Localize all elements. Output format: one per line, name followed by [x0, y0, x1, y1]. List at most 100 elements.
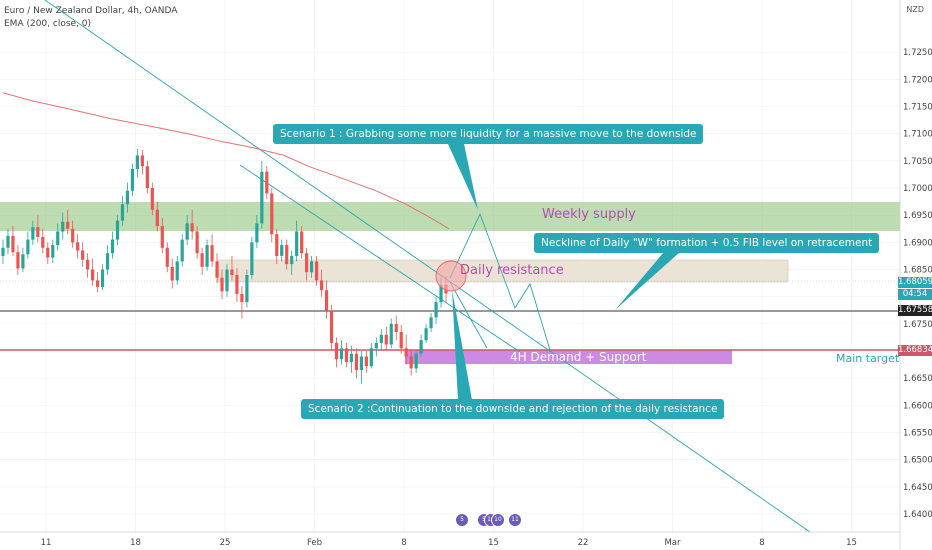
candle-body [56, 231, 60, 246]
candle-body [300, 231, 304, 254]
level-tag-2: 1.66834 [898, 345, 932, 356]
candle-body [250, 242, 254, 275]
y-tick-label: 1.65000 [903, 456, 932, 466]
x-tick-label: 25 [220, 538, 231, 548]
candle-body [434, 302, 438, 318]
candle-body [165, 247, 169, 267]
candle-body [51, 245, 55, 258]
candle-body [195, 231, 199, 254]
y-tick-label: 1.66500 [903, 374, 932, 384]
candle-body [424, 328, 428, 341]
x-tick-label: 18 [130, 538, 141, 548]
y-tick-label: 1.71500 [903, 103, 932, 113]
candle-body [295, 231, 299, 256]
candle-body [36, 227, 40, 237]
indicator-legend: EMA (200, close, 0) [4, 19, 92, 29]
candle-body [81, 250, 85, 260]
candle-body [329, 310, 334, 343]
candle-body [76, 242, 80, 251]
trendline-1 [44, 0, 811, 533]
rejection-circle-marker [435, 260, 467, 292]
candle-body [125, 190, 130, 205]
current-price-tag: 1.68059 [898, 277, 932, 288]
level-tag-1: 1.67558 [898, 305, 932, 316]
y-tick-label: 1.67500 [903, 320, 932, 330]
ema-200-path [2, 92, 450, 230]
candle-body [225, 269, 229, 292]
x-tick-label: 15 [488, 538, 499, 548]
candle-body [439, 284, 443, 303]
candle-body [31, 227, 35, 240]
candle-body [240, 293, 244, 303]
candle-body [275, 234, 279, 256]
candle-body [384, 334, 388, 345]
candle-body [1, 247, 5, 256]
event-marker-icon[interactable]: 11 [508, 513, 522, 527]
event-marker-icon[interactable]: 10 [491, 513, 505, 527]
x-tick-label: Mar [664, 538, 681, 548]
x-tick-label: 8 [759, 538, 764, 548]
candle-body [110, 239, 115, 254]
candle-body [200, 253, 204, 267]
candle-body [230, 269, 234, 275]
candle-body [6, 235, 10, 248]
candle-body [305, 253, 309, 273]
candle-body [324, 290, 329, 311]
candle-body [26, 239, 30, 255]
candle-body [364, 356, 368, 367]
candle-countdown-tag: 04:54 [898, 289, 932, 300]
candle-body [344, 348, 349, 362]
candle-body [280, 245, 284, 256]
candle-body [46, 247, 50, 258]
main-target-label: Main target [836, 352, 900, 365]
candle-body [220, 277, 224, 292]
candle-body [61, 221, 65, 232]
candle-body [115, 220, 120, 240]
candle-body [389, 323, 393, 345]
candle-body [414, 353, 418, 369]
candle-body [314, 261, 319, 281]
candle-body [170, 266, 174, 281]
candle-body [399, 332, 403, 349]
price-axis: 1.72500 1.72000 1.71500 1.71000 1.70500 1.700… [903, 48, 932, 520]
y-tick-label: 1.72500 [903, 48, 932, 58]
neckline-callout-pointer [615, 252, 680, 310]
y-tick-label: 1.66000 [903, 401, 932, 411]
candle-body [21, 254, 25, 269]
time-axis: 11 18 25 Feb 8 15 22 Mar 8 15 [41, 538, 857, 548]
weekly-supply-zone [0, 202, 900, 231]
candle-body [349, 353, 354, 362]
candle-body [140, 155, 144, 167]
y-tick-label: 1.69000 [903, 238, 932, 248]
y-tick-label: 1.64000 [903, 510, 932, 520]
candle-body [260, 171, 264, 224]
candle-body [404, 348, 408, 357]
y-tick-label: 1.68500 [903, 266, 932, 276]
event-marker-icon[interactable]: 5 [455, 513, 469, 527]
candle-body [135, 155, 139, 170]
scenario1-callout: Scenario 1 : Grabbing some more liquidit… [273, 124, 704, 144]
candle-body [319, 280, 324, 291]
candle-body [71, 228, 75, 243]
scenario1-callout-pointer [448, 144, 478, 210]
candle-body [120, 204, 125, 221]
candle-body [155, 209, 159, 227]
candle-body [354, 353, 359, 371]
currency-label: NZD [906, 5, 924, 14]
candle-body [334, 342, 339, 360]
x-tick-label: 8 [401, 538, 406, 548]
y-tick-label: 1.69500 [903, 211, 932, 221]
candle-body [11, 235, 15, 253]
candle-body [409, 356, 413, 369]
candle-body [175, 261, 179, 281]
candle-body [290, 255, 294, 265]
candle-body [270, 193, 274, 235]
candle-body [285, 245, 289, 265]
candle-body [235, 274, 239, 294]
neckline-callout: Neckline of Daily "W" formation + 0.5 FI… [534, 233, 880, 253]
candle-body [215, 261, 219, 278]
candle-body [245, 274, 249, 303]
demand-label: 4H Demand + Support [510, 350, 647, 364]
scenario1-path [449, 212, 551, 351]
